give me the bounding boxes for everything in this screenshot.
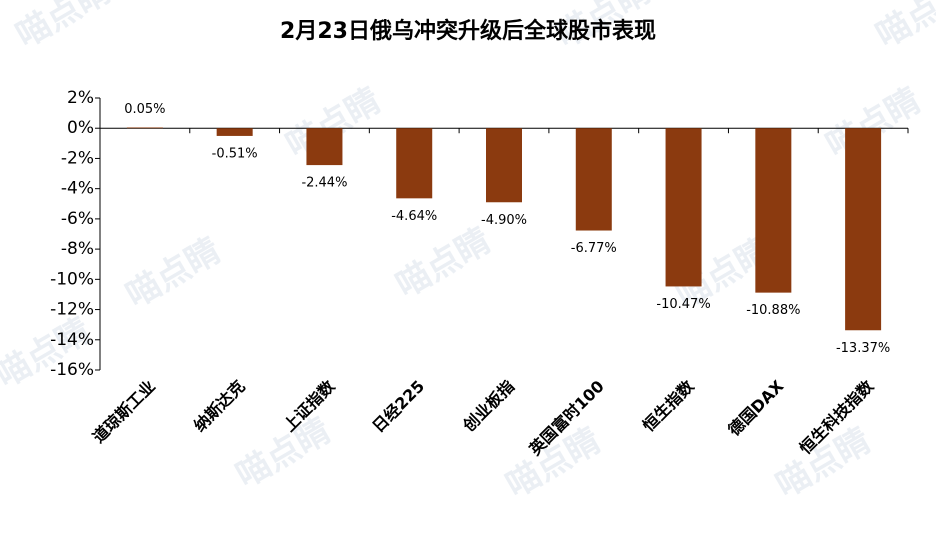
x-tick-label: 日经225	[369, 377, 429, 437]
watermark: 喵点睛	[389, 220, 497, 306]
x-tick-label: 创业板指	[459, 377, 518, 436]
y-tick-label: -12%	[50, 300, 94, 320]
y-tick-label: -6%	[61, 209, 94, 229]
bar	[306, 128, 343, 166]
watermark: 喵点睛	[119, 230, 227, 316]
bar	[665, 128, 702, 287]
value-label: 0.05%	[124, 102, 165, 117]
y-tick-label: 0%	[67, 118, 94, 138]
watermark: 喵点睛	[9, 0, 117, 56]
chart-title: 2月23日俄乌冲突升级后全球股市表现	[280, 18, 656, 44]
x-tick-label: 恒生指数	[639, 376, 698, 435]
bar	[216, 128, 253, 136]
y-tick-label: 2%	[67, 88, 94, 108]
y-tick-label: -8%	[61, 239, 94, 259]
watermark: 喵点睛	[869, 0, 936, 56]
value-label: -4.64%	[391, 209, 437, 224]
value-label: -0.51%	[212, 146, 258, 161]
bar	[396, 128, 433, 199]
y-tick-label: -2%	[61, 148, 94, 168]
value-label: -10.88%	[746, 303, 800, 318]
bar	[486, 128, 522, 203]
x-tick-label: 纳斯达克	[190, 377, 249, 436]
bar	[126, 127, 163, 129]
value-label: -2.44%	[301, 176, 347, 191]
value-label: -10.47%	[656, 297, 710, 312]
bar	[755, 128, 792, 293]
y-tick-label: -14%	[50, 330, 94, 350]
y-tick-label: -10%	[50, 269, 94, 289]
x-tick-label: 道琼斯工业	[89, 377, 159, 447]
bar	[575, 128, 612, 231]
value-label: -6.77%	[571, 241, 617, 256]
value-label: -13.37%	[836, 341, 890, 356]
watermark: 喵点睛	[0, 310, 98, 396]
y-tick-label: -16%	[50, 360, 94, 380]
x-tick-label: 德国DAX	[724, 376, 787, 439]
value-label: -4.90%	[481, 213, 527, 228]
bar	[845, 128, 882, 331]
y-tick-label: -4%	[61, 179, 94, 199]
